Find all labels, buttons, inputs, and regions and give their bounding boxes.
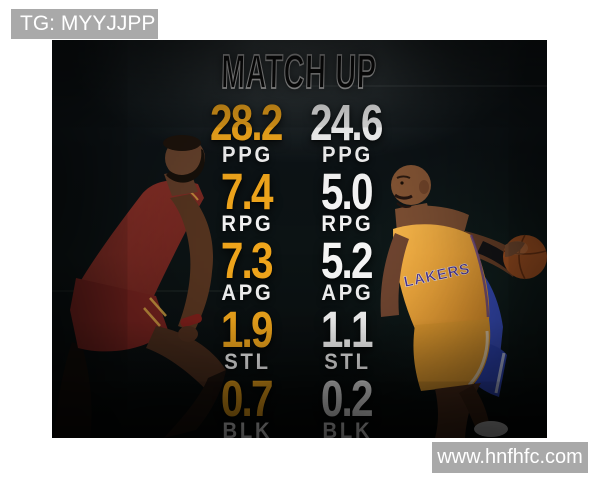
stat-value-left: 1.9 bbox=[220, 300, 274, 359]
stat-label: BLK bbox=[222, 418, 273, 439]
stat-row-stl: 1.9 STL 1.1 STL bbox=[196, 300, 396, 374]
matchup-title: MATCH UP bbox=[220, 45, 378, 99]
stat-label: RPG bbox=[221, 211, 274, 236]
stat-value-left: 7.4 bbox=[220, 162, 274, 221]
stat-value-right: 1.1 bbox=[320, 300, 374, 359]
right-player-photo: LAKERS bbox=[380, 165, 547, 438]
stat-value-left: 28.2 bbox=[210, 93, 283, 152]
stat-label: BLK bbox=[322, 418, 373, 439]
right-player-ear bbox=[419, 180, 429, 194]
stat-label: RPG bbox=[321, 211, 374, 236]
watermark-bottom-right: www.hnfhfc.com bbox=[432, 442, 588, 473]
stat-label: STL bbox=[224, 349, 271, 374]
stat-label: APG bbox=[321, 280, 374, 305]
stat-label: PPG bbox=[221, 142, 274, 167]
stat-value-left: 7.3 bbox=[220, 231, 274, 290]
stat-value-right: 5.0 bbox=[320, 162, 374, 221]
stat-row-apg: 7.3 APG 5.2 APG bbox=[196, 231, 396, 305]
stat-row-blk: 0.7 BLK 0.2 BLK bbox=[196, 369, 396, 439]
stat-value-right: 24.6 bbox=[310, 93, 383, 152]
matchup-photo: LAKERS MATCH UP 28.2 PPG 24.6 PPG 7.4 RPG 5 bbox=[52, 40, 547, 438]
stat-value-right: 0.2 bbox=[320, 369, 374, 428]
left-player-hand bbox=[178, 326, 198, 342]
stat-value-right: 5.2 bbox=[320, 231, 374, 290]
stat-row-ppg: 28.2 PPG 24.6 PPG bbox=[196, 93, 396, 167]
watermark-top-left: TG: MYYJJPP bbox=[11, 9, 158, 39]
stat-label: STL bbox=[324, 349, 371, 374]
stat-value-left: 0.7 bbox=[220, 369, 274, 428]
right-player-eye bbox=[400, 181, 404, 185]
right-player-shoe bbox=[474, 421, 508, 437]
stat-label: APG bbox=[221, 280, 274, 305]
stat-row-rpg: 7.4 RPG 5.0 RPG bbox=[196, 162, 396, 236]
stats-grid: 28.2 PPG 24.6 PPG 7.4 RPG 5.0 RPG 7.3 APG 5.2… bbox=[196, 93, 396, 439]
stat-label: PPG bbox=[321, 142, 374, 167]
left-player-back-leg bbox=[54, 342, 92, 438]
basketball-icon bbox=[503, 234, 547, 280]
